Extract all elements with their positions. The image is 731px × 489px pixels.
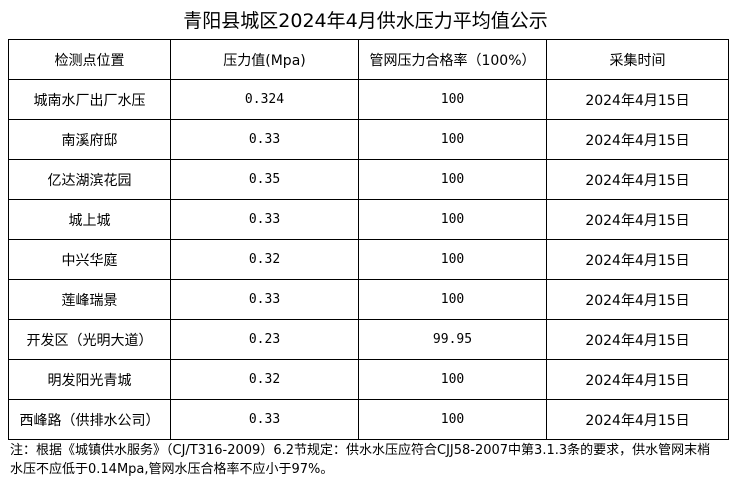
cell-location: 明发阳光青城: [8, 359, 171, 400]
table-row: 明发阳光青城 0.32 100 2024年4月15日: [8, 359, 729, 400]
cell-collection-time: 2024年4月15日: [546, 279, 729, 320]
pressure-table: 检测点位置 压力值(Mpa) 管网压力合格率（100%） 采集时间 城南水厂出厂…: [8, 39, 729, 440]
cell-pressure: 0.35: [170, 159, 359, 200]
cell-collection-time: 2024年4月15日: [546, 319, 729, 360]
table-row: 莲峰瑞景 0.33 100 2024年4月15日: [8, 279, 729, 320]
cell-pass-rate: 100: [358, 119, 547, 160]
cell-location: 亿达湖滨花园: [8, 159, 171, 200]
table-row: 城上城 0.33 100 2024年4月15日: [8, 199, 729, 240]
table-row: 南溪府邸 0.33 100 2024年4月15日: [8, 119, 729, 160]
column-header-pressure: 压力值(Mpa): [170, 39, 359, 80]
cell-pressure: 0.32: [170, 239, 359, 280]
table-row: 中兴华庭 0.32 100 2024年4月15日: [8, 239, 729, 280]
cell-pressure: 0.32: [170, 359, 359, 400]
cell-pass-rate: 100: [358, 279, 547, 320]
table-row: 城南水厂出厂水压 0.324 100 2024年4月15日: [8, 79, 729, 120]
cell-pass-rate: 100: [358, 199, 547, 240]
cell-location: 南溪府邸: [8, 119, 171, 160]
cell-pass-rate: 100: [358, 239, 547, 280]
page-title: 青阳县城区2024年4月供水压力平均值公示: [183, 10, 548, 32]
cell-pressure: 0.23: [170, 319, 359, 360]
cell-location: 开发区（光明大道）: [8, 319, 171, 360]
cell-location: 城南水厂出厂水压: [8, 79, 171, 120]
table-row: 西峰路（供排水公司） 0.33 100 2024年4月15日: [8, 399, 729, 440]
table-row: 亿达湖滨花园 0.35 100 2024年4月15日: [8, 159, 729, 200]
cell-location: 中兴华庭: [8, 239, 171, 280]
cell-collection-time: 2024年4月15日: [546, 359, 729, 400]
cell-pass-rate: 100: [358, 359, 547, 400]
cell-collection-time: 2024年4月15日: [546, 159, 729, 200]
cell-pass-rate: 100: [358, 159, 547, 200]
cell-location: 西峰路（供排水公司）: [8, 399, 171, 440]
cell-pressure: 0.33: [170, 119, 359, 160]
cell-pressure: 0.33: [170, 279, 359, 320]
cell-pass-rate: 100: [358, 399, 547, 440]
column-header-collection-time: 采集时间: [546, 39, 729, 80]
cell-location: 城上城: [8, 199, 171, 240]
cell-collection-time: 2024年4月15日: [546, 79, 729, 120]
cell-pressure: 0.324: [170, 79, 359, 120]
column-header-pass-rate: 管网压力合格率（100%）: [358, 39, 547, 80]
table-row: 开发区（光明大道） 0.23 99.95 2024年4月15日: [8, 319, 729, 360]
cell-collection-time: 2024年4月15日: [546, 399, 729, 440]
column-header-location: 检测点位置: [8, 39, 171, 80]
cell-collection-time: 2024年4月15日: [546, 199, 729, 240]
cell-pass-rate: 100: [358, 79, 547, 120]
cell-pressure: 0.33: [170, 199, 359, 240]
footnote: 注：根据《城镇供水服务》（CJ/T316-2009）6.2节规定：供水水压应符合…: [10, 443, 711, 477]
cell-pressure: 0.33: [170, 399, 359, 440]
table-header-row: 检测点位置 压力值(Mpa) 管网压力合格率（100%） 采集时间: [8, 39, 729, 80]
cell-collection-time: 2024年4月15日: [546, 239, 729, 280]
cell-location: 莲峰瑞景: [8, 279, 171, 320]
cell-collection-time: 2024年4月15日: [546, 119, 729, 160]
cell-pass-rate: 99.95: [358, 319, 547, 360]
